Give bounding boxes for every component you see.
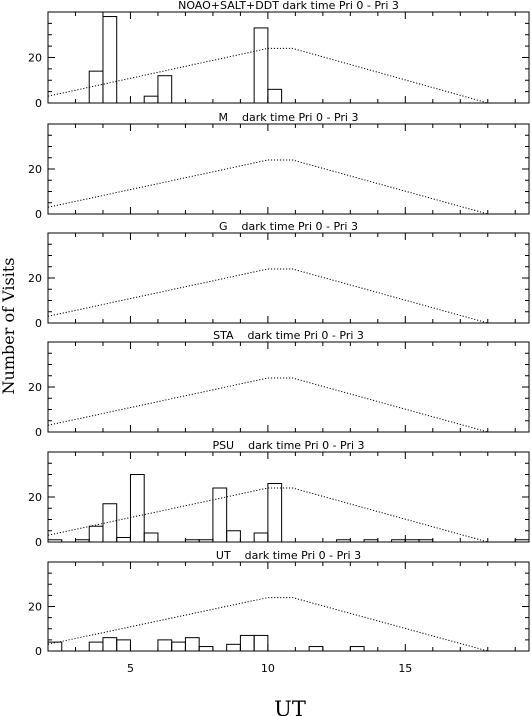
histogram-bar	[157, 639, 173, 652]
panel-2: M dark time Pri 0 - Pri 3 0 20	[28, 111, 530, 221]
panel-title: NOAO+SALT+DDT dark time Pri 0 - Pri 3	[178, 0, 399, 12]
histogram-bar	[102, 16, 118, 104]
histogram-bar	[391, 539, 406, 543]
panel-title: UT dark time Pri 0 - Pri 3	[216, 549, 361, 562]
y-tick-label: 0	[35, 317, 42, 330]
histogram-bar	[143, 532, 159, 543]
histogram-bar	[171, 641, 186, 652]
y-tick-label: 20	[28, 601, 42, 614]
panel-frame	[47, 123, 530, 215]
histogram-bar	[184, 539, 200, 543]
y-tick-label: 0	[35, 208, 42, 221]
panel-1: NOAO+SALT+DDT dark time Pri 0 - Pri 3 0 20	[28, 0, 530, 110]
y-tick-label: 0	[35, 426, 42, 439]
histogram-bar	[88, 525, 104, 543]
histogram-bar	[363, 539, 379, 543]
reference-curve	[47, 159, 488, 215]
histogram-bar	[226, 530, 241, 543]
histogram-bar	[226, 643, 241, 652]
histogram-bar	[184, 637, 200, 652]
histogram-bar	[253, 532, 269, 543]
histogram-bar	[102, 503, 118, 543]
y-tick-label: 20	[28, 381, 42, 394]
y-tick-label: 0	[35, 536, 42, 549]
reference-curve	[47, 487, 488, 543]
histogram-bar	[253, 27, 269, 104]
panel-frame	[47, 561, 530, 652]
histogram-bar	[267, 88, 283, 104]
histogram-bar	[198, 646, 214, 652]
y-tick-label: 0	[35, 97, 42, 110]
reference-curve	[47, 47, 488, 104]
reference-curve	[47, 268, 488, 324]
panel-frame	[47, 232, 530, 324]
y-tick-label: 20	[28, 491, 42, 504]
histogram-bar	[404, 539, 420, 543]
histogram-bar	[47, 641, 63, 652]
histogram-bar	[514, 539, 530, 543]
x-tick-label: 15	[398, 662, 412, 675]
panel-frame	[47, 341, 530, 433]
panel-title: M dark time Pri 0 - Pri 3	[219, 111, 359, 124]
histogram-bar	[129, 474, 145, 543]
histogram-bar	[88, 641, 104, 652]
y-tick-label: 20	[28, 52, 42, 65]
histogram-bar	[212, 487, 228, 543]
y-tick-label: 0	[35, 645, 42, 658]
histogram-bar	[349, 646, 365, 652]
histogram-bar	[157, 75, 173, 104]
panel-title: G dark time Pri 0 - Pri 3	[219, 220, 358, 233]
reference-curve	[47, 597, 488, 652]
panel-frame	[47, 11, 530, 104]
histogram-bar	[198, 539, 214, 543]
x-tick-label: 5	[127, 662, 134, 675]
panel-title: STA dark time Pri 0 - Pri 3	[213, 329, 364, 342]
histogram-bar	[143, 95, 159, 104]
histogram-bar	[116, 537, 131, 543]
histogram-bar	[239, 634, 255, 652]
panel-3: G dark time Pri 0 - Pri 3 0 20	[28, 220, 530, 330]
histogram-bar	[116, 639, 131, 652]
panel-title: PSU dark time Pri 0 - Pri 3	[212, 439, 364, 452]
panel-6: UT dark time Pri 0 - Pri 3 5 10 15 0 20	[28, 549, 530, 675]
histogram-bar	[74, 539, 90, 543]
panel-stack: NOAO+SALT+DDT dark time Pri 0 - Pri 3 0 20…	[28, 0, 530, 675]
histogram-bar	[418, 539, 434, 543]
x-axis-title: UT	[274, 697, 306, 716]
y-axis-title: Number of Visits	[0, 258, 18, 395]
histogram-bar	[253, 634, 269, 652]
reference-curve	[47, 377, 488, 433]
y-tick-label: 20	[28, 272, 42, 285]
panel-frame	[47, 451, 530, 543]
histogram-bar	[102, 637, 118, 652]
histogram-bar	[308, 646, 324, 652]
histogram-bar	[47, 539, 63, 543]
histogram-bar	[267, 483, 283, 543]
histogram-bar	[88, 70, 104, 104]
panel-4: STA dark time Pri 0 - Pri 3 0 20	[28, 329, 530, 439]
panel-5: PSU dark time Pri 0 - Pri 3 0 20	[28, 439, 530, 549]
x-tick-label: 10	[261, 662, 275, 675]
histogram-bar	[336, 539, 351, 543]
y-tick-label: 20	[28, 163, 42, 176]
